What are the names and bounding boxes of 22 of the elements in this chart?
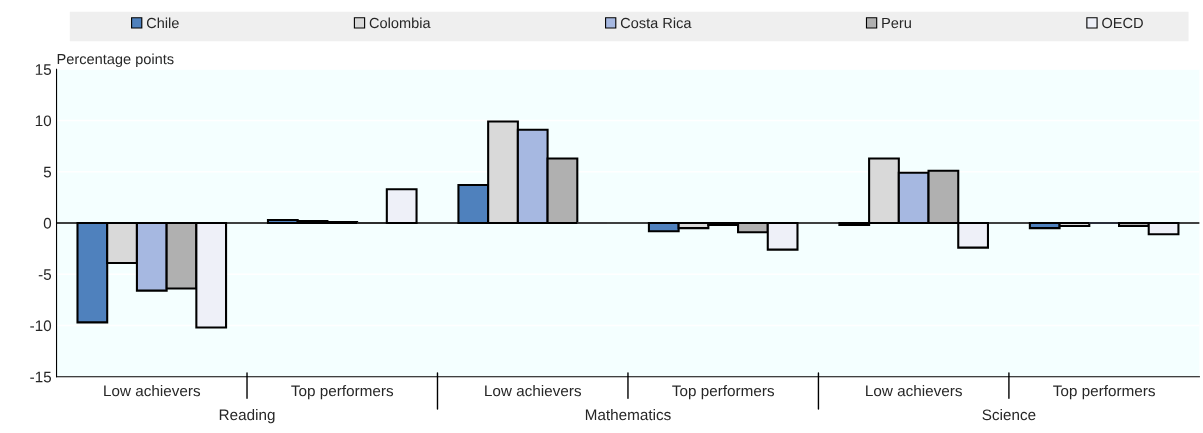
x-tick-label: Top performers — [1053, 385, 1155, 400]
y-tick-label: 0 — [43, 217, 52, 229]
text: Reading — [219, 408, 275, 424]
x-tick-label: Low achievers — [485, 385, 582, 397]
x-tick-label: Top performers — [672, 385, 775, 400]
x-tick-label: Low achievers — [104, 385, 201, 397]
legend-label: Peru — [882, 17, 911, 29]
text: Science — [982, 408, 1036, 421]
y-tick-label: -15 — [30, 371, 52, 383]
y-tick-label: 15 — [35, 64, 52, 75]
y-tick-label: 10 — [35, 115, 52, 127]
y-tick-label: 5 — [43, 166, 52, 178]
x-tick-label: Low achievers — [866, 385, 962, 397]
y-axis-title: Percentage points — [57, 53, 174, 68]
legend-label: Costa Rica — [620, 17, 692, 29]
legend-label: Chile — [146, 17, 179, 29]
x-tick-label: Top performers — [291, 385, 394, 400]
legend-label: OECD — [1102, 17, 1143, 29]
y-tick-label: -5 — [38, 269, 52, 280]
y-tick-label: -10 — [30, 320, 52, 332]
text: Mathematics — [585, 408, 671, 421]
legend-label: Colombia — [369, 17, 431, 29]
